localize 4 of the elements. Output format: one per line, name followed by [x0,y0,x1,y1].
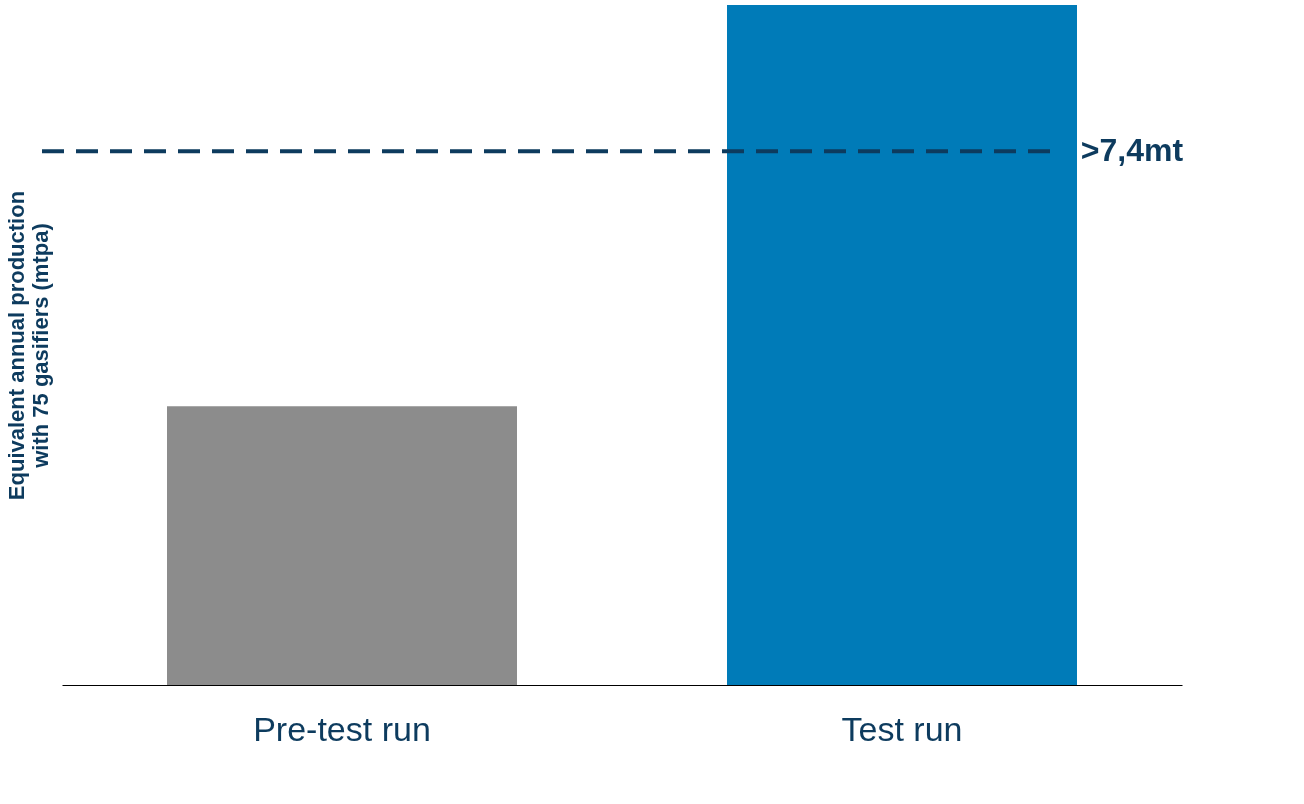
x-tick-label: Test run [841,709,963,748]
x-tick-label: Pre-test run [253,709,431,748]
y-axis-title: Equivalent annual production with 75 gasifiers (mtpa) [3,190,53,501]
ref-line-label: >7,4mt [1080,132,1184,169]
